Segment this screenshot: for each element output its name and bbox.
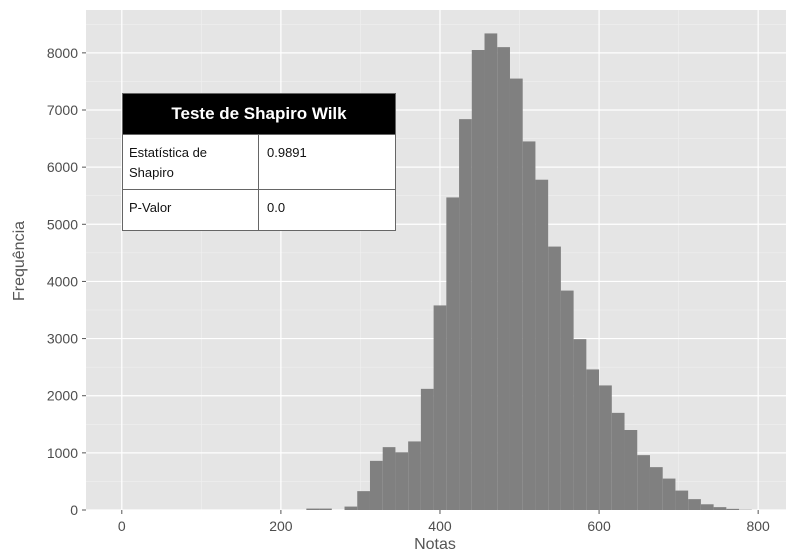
x-axis-label: Notas [414, 536, 456, 553]
histogram-bar [726, 508, 740, 510]
shapiro-table-title: Teste de Shapiro Wilk [123, 94, 395, 134]
shapiro-statistic-label: Estatística de Shapiro [123, 135, 259, 189]
histogram-bars [306, 33, 752, 511]
histogram-bar [344, 506, 358, 510]
y-tick-label: 5000 [47, 216, 78, 232]
histogram-bar [459, 119, 472, 511]
histogram-bar [548, 246, 561, 511]
histogram-bar [395, 452, 409, 510]
histogram-bar [675, 490, 689, 510]
y-tick-label: 8000 [47, 45, 78, 61]
histogram-bar [573, 339, 587, 510]
x-tick-label: 200 [269, 518, 293, 534]
histogram-bar [420, 388, 434, 510]
histogram-bar [484, 33, 498, 511]
y-tick-label: 0 [70, 502, 78, 518]
y-axis-label: Frequência [11, 221, 28, 301]
histogram-bar [649, 467, 663, 510]
histogram-bar [408, 441, 421, 510]
histogram-bar [624, 430, 638, 510]
histogram-bar [319, 508, 332, 510]
shapiro-statistic-value: 0.9891 [267, 145, 307, 160]
p-value-label: P-Valor [123, 190, 259, 230]
y-tick-label: 3000 [47, 331, 78, 347]
y-tick-label: 4000 [47, 273, 78, 289]
histogram-bar [560, 290, 574, 510]
histogram-bar [369, 460, 383, 510]
y-axis-ticks: 0 1000 2000 3000 4000 5000 6000 7000 8000 [47, 45, 86, 518]
x-tick-label: 600 [587, 518, 611, 534]
x-axis-ticks: 0 200 400 600 800 [118, 510, 770, 534]
shapiro-test-table: Teste de Shapiro Wilk Estatística de Sha… [122, 93, 396, 231]
histogram-bar [599, 385, 612, 510]
histogram-bar [586, 369, 600, 510]
histogram-bar [637, 455, 650, 510]
histogram-bar [446, 197, 460, 510]
y-tick-label: 7000 [47, 102, 78, 118]
y-tick-label: 2000 [47, 388, 78, 404]
histogram-bar [471, 50, 485, 510]
table-row: P-Valor 0.0 [123, 189, 395, 230]
histogram-bar [306, 508, 320, 510]
histogram-bar [611, 412, 625, 510]
histogram-bar [535, 179, 549, 510]
table-row: Estatística de Shapiro 0.9891 [123, 134, 395, 189]
x-tick-label: 400 [428, 518, 452, 534]
y-tick-label: 1000 [47, 445, 78, 461]
x-tick-label: 0 [118, 518, 126, 534]
histogram-bar [357, 491, 370, 510]
histogram-bar [382, 447, 396, 510]
x-tick-label: 800 [746, 518, 770, 534]
histogram-bar [497, 47, 510, 511]
y-tick-label: 6000 [47, 159, 78, 175]
histogram-bar [662, 478, 676, 510]
p-value-value: 0.0 [267, 200, 286, 215]
histogram-bar [522, 141, 536, 510]
histogram-bar [433, 305, 447, 510]
histogram-bar [688, 499, 701, 510]
histogram-bar [509, 78, 523, 511]
histogram-bar [700, 504, 714, 510]
histogram-bar [713, 507, 727, 510]
